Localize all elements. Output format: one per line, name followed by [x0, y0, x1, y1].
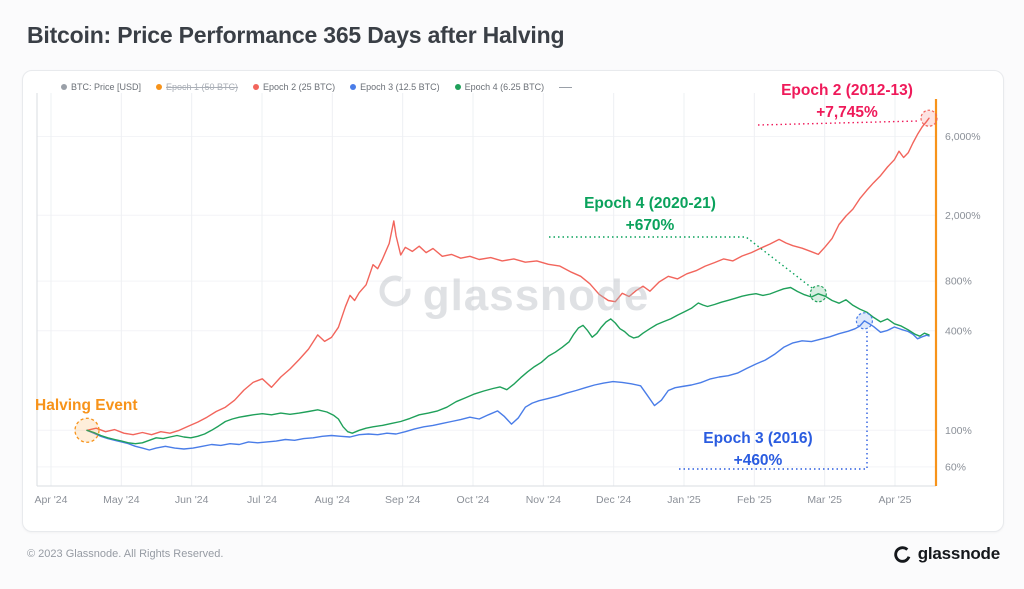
legend-dash-icon	[559, 86, 573, 88]
x-axis-label: Jun '24	[175, 494, 209, 506]
series-line-epoch-4-6-25-btc	[86, 286, 930, 445]
y-axis-label: 2,000%	[945, 210, 981, 222]
epoch3-connector	[679, 331, 868, 470]
y-axis-label: 800%	[945, 276, 972, 288]
x-axis-label: Aug '24	[315, 494, 350, 506]
epoch4-end-marker	[809, 285, 827, 303]
page-title: Bitcoin: Price Performance 365 Days afte…	[27, 22, 565, 48]
legend-item-label: BTC: Price [USD]	[71, 82, 142, 92]
copyright-text: © 2023 Glassnode. All Rights Reserved.	[27, 548, 224, 560]
legend-item-epoch-1-50-btc[interactable]: Epoch 1 (50 BTC)	[156, 82, 238, 92]
x-axis-label: Apr '25	[879, 494, 912, 506]
glassnode-brand: glassnode	[893, 544, 1000, 564]
footer: © 2023 Glassnode. All Rights Reserved. g…	[27, 544, 1000, 564]
x-axis-label: Mar '25	[807, 494, 842, 506]
legend-item-btc-price-usd[interactable]: BTC: Price [USD]	[61, 82, 141, 92]
chart-card: BTC: Price [USD] Epoch 1 (50 BTC) Epoch 2 …	[22, 70, 1004, 532]
x-axis-label: Nov '24	[526, 494, 561, 506]
epoch3-end-marker	[855, 312, 874, 330]
chart-area: Apr '24 May '24 Jun '24 Jul '24 Aug '24 Sep '…	[29, 93, 1004, 523]
epoch4-connector	[549, 236, 813, 289]
legend-item-label: Epoch 2 (25 BTC)	[263, 82, 336, 92]
legend-dot-icon	[253, 84, 260, 90]
glassnode-brand-text: glassnode	[917, 544, 1000, 563]
chart-legend: BTC: Price [USD] Epoch 1 (50 BTC) Epoch 2 …	[61, 82, 573, 92]
x-axis-label: Sep '24	[385, 494, 420, 506]
legend-dot-icon	[350, 84, 357, 90]
series-line-epoch-2-25-btc	[86, 117, 930, 436]
legend-item-dash[interactable]	[559, 86, 573, 88]
legend-dot-icon	[454, 84, 461, 90]
x-axis-label: May '24	[103, 494, 140, 506]
halving-event-marker	[74, 417, 100, 443]
x-axis-label: Dec '24	[596, 494, 631, 506]
series-line-epoch-3-12-5-btc	[86, 320, 930, 451]
price-performance-chart: Apr '24 May '24 Jun '24 Jul '24 Aug '24 Sep '…	[35, 93, 981, 506]
y-axis-label: 6,000%	[945, 131, 981, 143]
x-axis-label: Feb '25	[737, 494, 772, 506]
x-axis-label: Jan '25	[667, 494, 701, 506]
epoch2-connector	[757, 120, 919, 126]
glassnode-logo-icon	[893, 545, 912, 564]
legend-item-epoch-2-25-btc[interactable]: Epoch 2 (25 BTC)	[253, 82, 335, 92]
epoch2-end-marker	[920, 109, 938, 127]
x-axis-label: Jul '24	[247, 494, 277, 506]
x-axis-label: Oct '24	[457, 494, 490, 506]
y-axis-label: 60%	[945, 461, 966, 473]
legend-item-epoch-4-6-25-btc[interactable]: Epoch 4 (6.25 BTC)	[454, 82, 545, 92]
legend-item-label: Epoch 3 (12.5 BTC)	[360, 82, 440, 92]
legend-item-label: Epoch 1 (50 BTC)	[166, 82, 239, 92]
x-axis-label: Apr '24	[35, 494, 68, 506]
legend-dot-icon	[156, 84, 163, 90]
legend-item-label: Epoch 4 (6.25 BTC)	[464, 82, 545, 92]
legend-dot-icon	[61, 84, 67, 90]
y-axis-label: 100%	[945, 425, 972, 437]
legend-item-epoch-3-12-5-btc[interactable]: Epoch 3 (12.5 BTC)	[350, 82, 440, 92]
y-axis-label: 400%	[945, 325, 972, 337]
